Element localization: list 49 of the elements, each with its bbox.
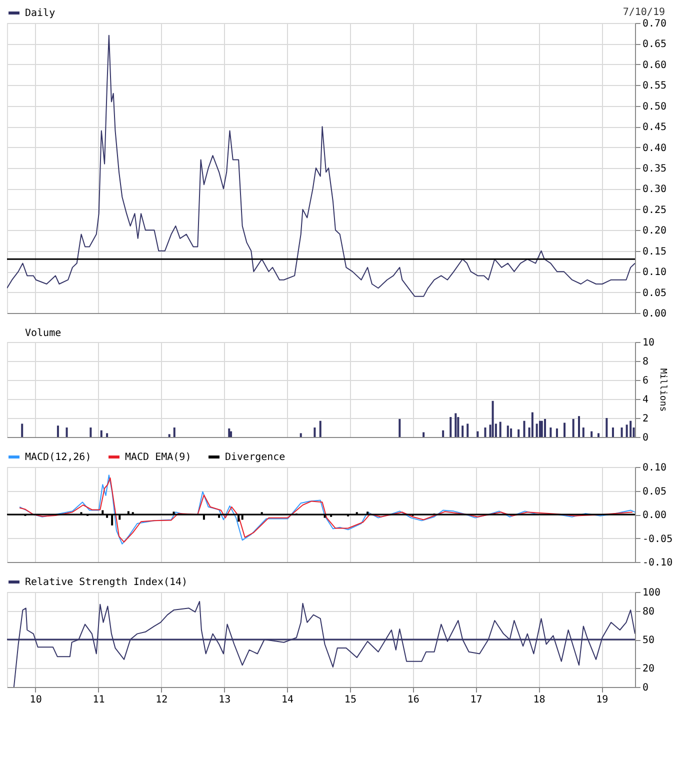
x-tick-label: 14 <box>281 694 294 706</box>
y-tick-label: 10 <box>642 338 655 348</box>
y-tick-label: 0.10 <box>642 267 667 278</box>
y-tick-label: 0.00 <box>642 308 667 320</box>
y-tick-label: 0.10 <box>642 462 667 474</box>
y-tick-label: 6 <box>642 376 649 386</box>
y-tick-label: 0.45 <box>642 122 667 134</box>
y-tick-label: 0.65 <box>642 39 667 50</box>
y-tick-label: 0.35 <box>642 164 667 174</box>
y-tick-label: 2 <box>642 414 649 424</box>
text: 7/10/19 <box>622 7 665 18</box>
x-tick-label: 17 <box>470 694 482 706</box>
x-tick-label: 13 <box>218 694 231 706</box>
y-tick-label: 80 <box>642 606 655 618</box>
legend-label: Relative Strength Index(14) <box>25 577 188 588</box>
y-tick-label: 0.05 <box>642 288 667 299</box>
y-tick-label: 50 <box>642 635 655 646</box>
y-tick-label: 0.40 <box>642 142 667 154</box>
x-tick-label: 16 <box>407 694 420 706</box>
legend-label: Daily <box>25 8 56 19</box>
y-tick-label: 8 <box>642 356 649 368</box>
y-tick-label: 20 <box>642 664 655 674</box>
y-tick-label: 0.55 <box>642 80 667 92</box>
y-tick-label: 100 <box>642 588 661 598</box>
y-tick-label: 0.25 <box>642 204 667 216</box>
legend-label: MACD EMA(9) <box>125 452 192 463</box>
y-tick-label: 0.00 <box>642 510 667 521</box>
legend-label: Divergence <box>225 452 286 463</box>
y-tick-label: 0.15 <box>642 246 667 258</box>
x-tick-label: 11 <box>92 694 105 706</box>
y-tick-label: -0.05 <box>642 534 673 545</box>
y-tick-label: 0.20 <box>642 226 667 237</box>
y-tick-label: 0.50 <box>642 101 667 112</box>
x-tick-label: 19 <box>596 694 608 706</box>
y-tick-label: 4 <box>642 394 649 406</box>
x-tick-label: 15 <box>344 694 356 706</box>
y-tick-label: 0.30 <box>642 184 667 196</box>
x-tick-label: 18 <box>533 694 546 706</box>
y-tick-label: 0 <box>642 432 649 444</box>
text: Volume <box>25 328 62 339</box>
y-tick-label: 0 <box>642 682 649 694</box>
legend-label: MACD(12,26) <box>25 452 92 463</box>
y-tick-label: -0.10 <box>642 558 673 568</box>
x-tick-label: 12 <box>156 694 168 706</box>
y-tick-label: 0.60 <box>642 60 667 71</box>
y-tick-label: 0.05 <box>642 486 667 498</box>
x-tick-label: 10 <box>30 694 42 706</box>
y-axis-title: Millions <box>658 368 668 412</box>
y-tick-label: 0.70 <box>642 18 667 30</box>
